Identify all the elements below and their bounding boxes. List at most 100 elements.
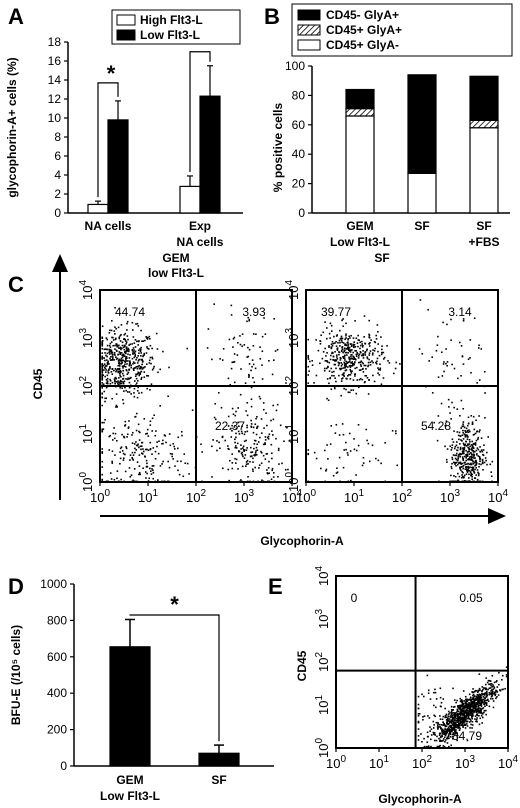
panel-e-event-dot [472,702,475,704]
panel-c-event-dot [330,343,333,346]
panel-e-event-dot [481,686,484,688]
panel-c-event-dot [473,433,476,436]
panel-e-event-dot [470,703,473,706]
panel-c-event-dot [470,458,473,460]
panel-c-event-dot [342,342,345,344]
panel-c-event-dot [123,390,125,392]
panel-e-event-dot [455,729,457,731]
panel-c-event-dot [358,339,360,341]
panel-e-event-dot [452,726,455,729]
panel-e-event-dot [464,719,467,721]
panel-e-event-dot [471,712,474,715]
panel-c-event-dot [101,339,104,342]
panel-e-event-dot [417,728,420,730]
panel-c-event-dot [136,340,138,343]
panel-c-event-dot [239,393,242,396]
panel-c-event-dot [258,395,261,398]
panel-c-event-dot [152,447,155,449]
panel-c-event-dot [236,354,239,356]
panel-c-event-dot [107,382,109,385]
panel-e-event-dot [461,719,464,722]
panel-c-event-dot [150,473,153,475]
panel-c-event-dot [307,356,310,359]
panel-c-event-dot [229,384,232,386]
panel-c-event-dot [101,365,104,368]
panel-e-event-dot [439,705,442,707]
panel-c-event-dot [333,359,336,361]
panel-c-event-dot [478,465,480,468]
panel-c-event-dot [453,461,456,464]
panel-e-x-axis-label: Glycophorin-A [378,792,462,806]
panel-c-event-dot [461,439,463,442]
panel-c-event-dot [357,354,360,357]
panel-c-event-dot [129,362,131,364]
panel-c-event-dot [134,367,136,369]
panel-e-event-dot [459,714,462,717]
panel-e-event-dot [451,720,453,722]
panel-c-event-dot [246,480,249,483]
panel-c-event-dot [174,465,176,467]
panel-c-event-dot [162,442,164,445]
panel-c-event-dot [456,385,458,387]
panel-c-event-dot [418,348,421,350]
panel-c-event-dot [101,369,104,372]
panel-c-event-dot [124,361,127,364]
panel-e-event-dot [456,723,458,726]
panel-e-event-dot [469,698,472,701]
panel-c-event-dot [276,348,279,351]
panel-e-event-dot [472,706,475,709]
panel-c-event-dot [101,387,104,389]
panel-c-event-dot [438,480,440,483]
panel-c-event-dot [238,425,240,427]
panel-e-event-dot [435,706,437,709]
panel-e-event-dot [468,693,471,696]
panel-c-event-dot [181,434,183,437]
panel-c-event-dot [467,477,470,479]
panel-c-event-dot [140,452,143,455]
panel-c-event-dot [471,459,474,462]
panel-c-event-dot [338,362,340,365]
panel-c-event-dot [466,451,469,453]
panel-e-event-dot [458,716,460,719]
panel-e-event-dot [481,694,483,696]
panel-e-event-dot [474,699,477,701]
panel-c-event-dot [464,463,467,466]
panel-e-event-dot [492,700,495,702]
panel-c-event-dot [259,436,261,439]
panel-e-x-tick-label: 101 [369,754,389,771]
panel-e-event-dot [504,687,506,690]
panel-c-event-dot [478,344,480,347]
panel-c-event-dot [151,453,153,455]
panel-c-event-dot [466,453,469,455]
panel-c-event-dot [479,460,481,463]
panel-e-event-dot [458,707,461,710]
panel-c-event-dot [106,363,109,366]
panel-c-event-dot [456,441,458,443]
panel-e-event-dot [478,673,481,675]
panel-c-event-dot [107,360,109,363]
panel-c-event-dot [380,462,382,465]
panel-c-event-dot [427,308,429,311]
panel-c-event-dot [465,469,468,472]
panel-c-event-dot [315,374,318,377]
panel-c-event-dot [477,471,479,474]
panel-e-event-dot [449,728,452,731]
panel-c-event-dot [309,360,311,363]
panel-c-event-dot [122,359,124,362]
panel-e-event-dot [453,727,456,730]
panel-d-y-tick-label: 600 [47,650,67,664]
panel-e-event-dot [469,707,471,710]
panel-c-event-dot [347,352,349,354]
panel-c-event-dot [131,343,133,345]
panel-c-event-dot [465,455,468,457]
panel-c-event-dot [124,357,127,359]
panel-c-event-dot [242,455,244,458]
panel-c-event-dot [157,479,159,481]
panel-e-event-dot [475,701,478,704]
panel-c-event-dot [455,465,457,467]
panel-e-event-dot [469,696,472,699]
panel-c-event-dot [127,338,129,341]
panel-c-event-dot [130,364,132,367]
panel-e-event-dot [468,721,471,723]
panel-c-event-dot [122,459,125,461]
